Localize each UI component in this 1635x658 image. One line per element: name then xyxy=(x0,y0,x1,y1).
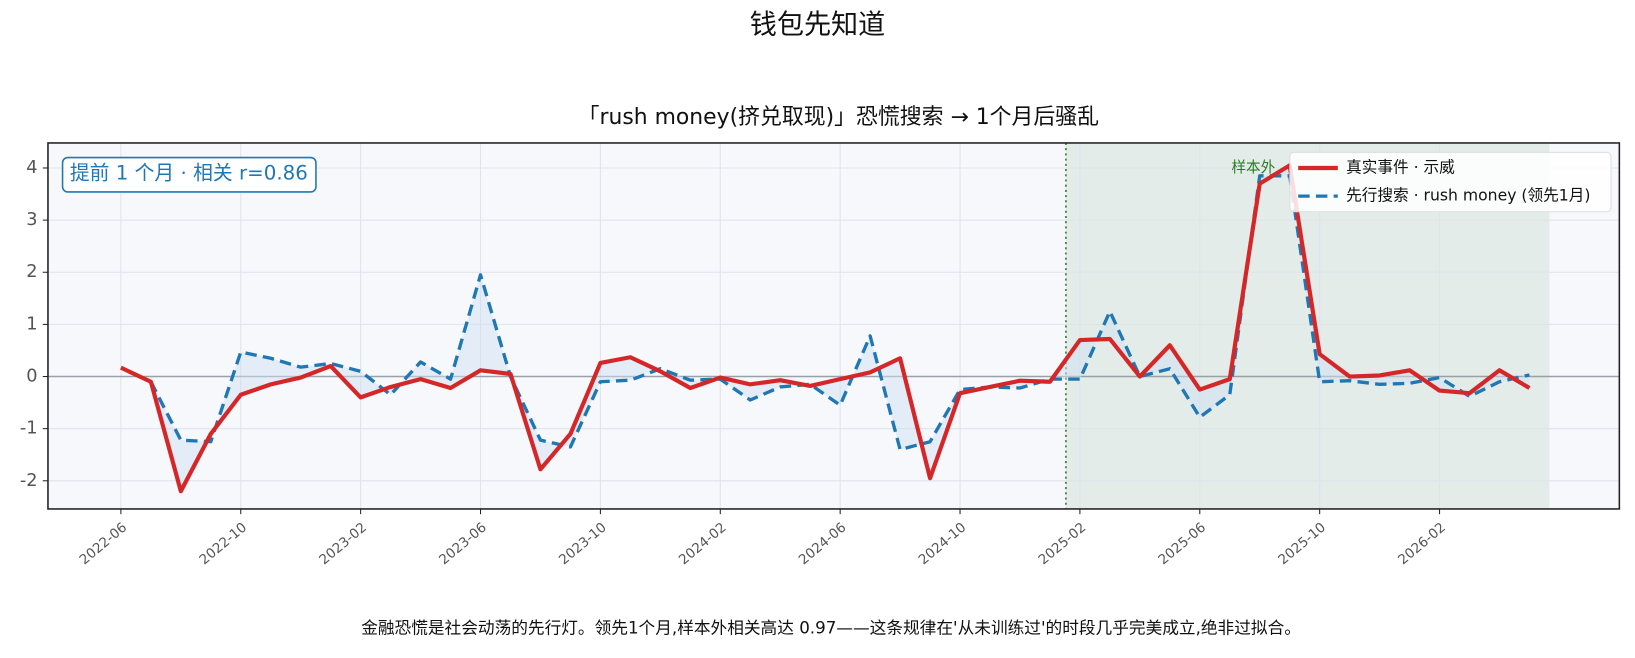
y-tick-label: 3 xyxy=(26,210,37,230)
legend-label: 真实事件 · 示威 xyxy=(1346,157,1455,176)
y-tick-label: -1 xyxy=(20,419,38,439)
chart-title: 钱包先知道 xyxy=(750,10,886,41)
fill-between xyxy=(240,352,271,395)
plot-frame xyxy=(47,142,1621,510)
x-tick-label: 2022-10 xyxy=(196,520,250,569)
y-tick-label: -2 xyxy=(20,471,38,491)
fill-between xyxy=(1379,370,1410,385)
x-tick-label: 2026-02 xyxy=(1395,520,1449,569)
footnote: 金融恐慌是社会动荡的先行灯。领先1个月,样本外相关高达 0.97——这条规律在'… xyxy=(361,618,1301,637)
x-tick-label: 2022-06 xyxy=(77,520,131,569)
x-tick-label: 2023-10 xyxy=(556,520,610,569)
chart-subtitle: 「rush money(挤兑取现)」恐慌搜索 → 1个月后骚乱 xyxy=(578,105,1100,130)
annotation: 提前 1 个月 · 相关 r=0.86 xyxy=(70,162,308,185)
legend-label: 先行搜索 · rush money (领先1月) xyxy=(1346,186,1590,205)
x-tick-label: 2024-06 xyxy=(796,520,850,569)
fill-between xyxy=(1169,345,1200,418)
x-tick-label: 2023-06 xyxy=(436,520,490,569)
region-label: 样本外 xyxy=(1231,159,1275,176)
x-tick-label: 2024-10 xyxy=(916,520,970,569)
x-tick-label: 2024-02 xyxy=(676,520,730,569)
y-tick-label: 0 xyxy=(26,367,37,387)
y-tick-label: 2 xyxy=(26,262,37,282)
x-tick-label: 2025-10 xyxy=(1275,520,1329,569)
series-line xyxy=(149,174,1530,452)
x-tick-label: 2023-02 xyxy=(316,520,370,569)
legend-box xyxy=(1289,151,1612,213)
fill-between xyxy=(420,361,451,388)
y-tick-label: 4 xyxy=(26,158,37,178)
x-tick-label: 2025-06 xyxy=(1155,520,1209,569)
annotation-box xyxy=(61,156,317,193)
x-tick-label: 2025-02 xyxy=(1036,520,1090,569)
y-tick-label: 1 xyxy=(26,314,37,334)
fill-between xyxy=(840,335,871,406)
fill-between xyxy=(1079,311,1110,380)
